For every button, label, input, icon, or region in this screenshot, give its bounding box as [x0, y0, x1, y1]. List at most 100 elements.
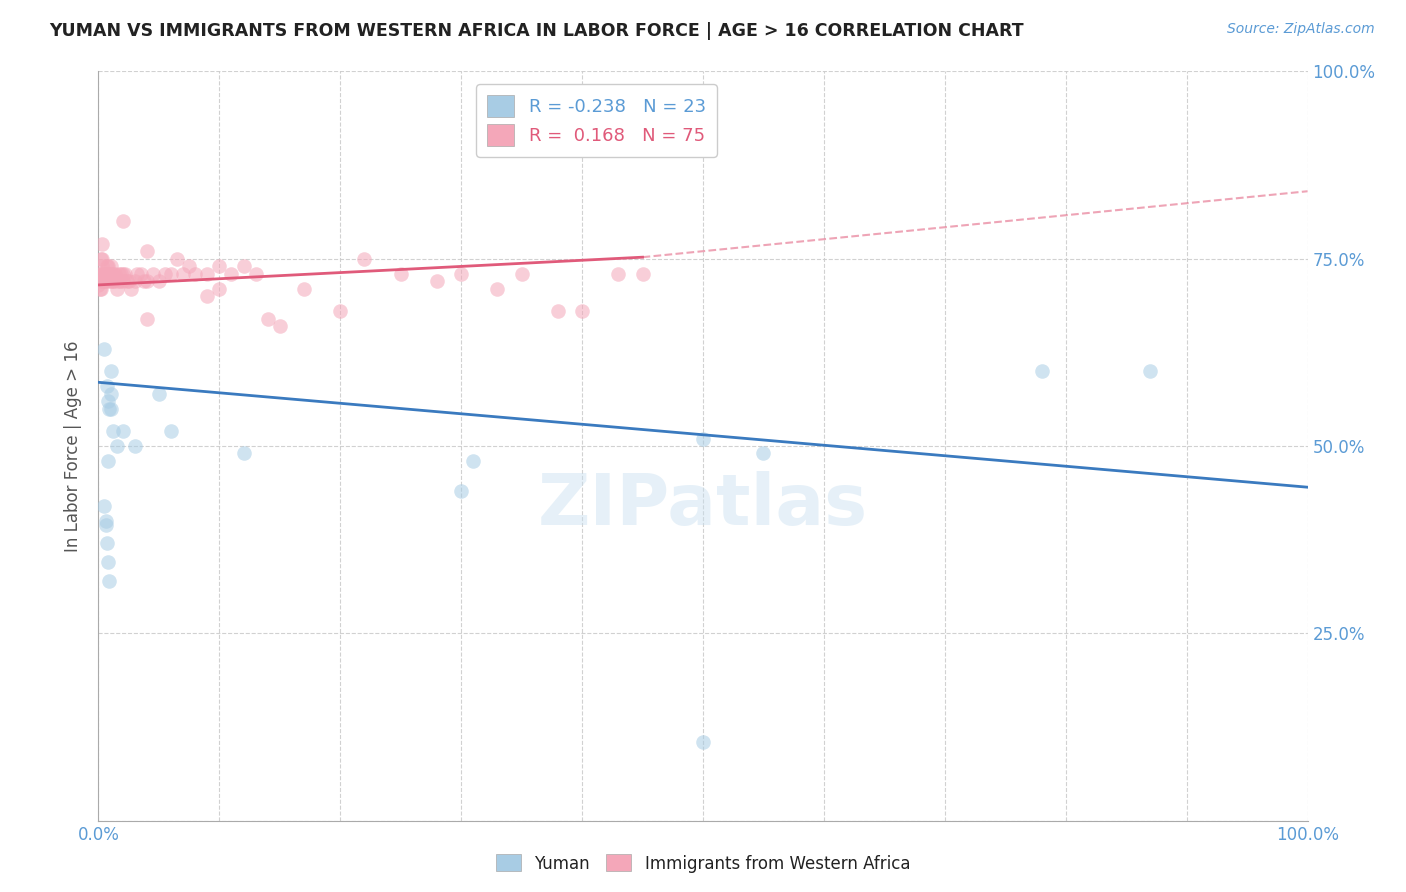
Point — [91, 236, 114, 251]
Text: ZIPatlas: ZIPatlas — [538, 472, 868, 541]
Point — [148, 274, 170, 288]
Point — [120, 282, 142, 296]
Point — [91, 267, 114, 281]
Point — [96, 259, 118, 273]
Point — [153, 267, 176, 281]
Point — [631, 267, 654, 281]
Point — [486, 282, 509, 296]
Point — [256, 311, 278, 326]
Point — [232, 259, 254, 273]
Point — [547, 304, 569, 318]
Point — [269, 319, 291, 334]
Point — [607, 267, 630, 281]
Point — [100, 401, 122, 416]
Point — [89, 282, 111, 296]
Point — [127, 267, 149, 281]
Point — [692, 432, 714, 446]
Point — [108, 267, 131, 281]
Point — [134, 274, 156, 288]
Point — [426, 274, 449, 288]
Point — [208, 282, 231, 296]
Point — [105, 439, 128, 453]
Point — [89, 267, 111, 281]
Point — [103, 274, 125, 288]
Point — [389, 267, 412, 281]
Point — [124, 274, 146, 288]
Point — [97, 454, 120, 468]
Point — [94, 274, 117, 288]
Point — [93, 267, 115, 281]
Point — [692, 735, 714, 749]
Point — [98, 274, 121, 288]
Point — [510, 267, 533, 281]
Point — [135, 274, 157, 288]
Point — [98, 401, 121, 416]
Point — [105, 282, 128, 296]
Point — [100, 364, 122, 378]
Y-axis label: In Labor Force | Age > 16: In Labor Force | Age > 16 — [65, 340, 83, 552]
Text: Source: ZipAtlas.com: Source: ZipAtlas.com — [1227, 22, 1375, 37]
Point — [107, 274, 129, 288]
Point — [101, 267, 124, 281]
Point — [94, 267, 117, 281]
Point — [104, 267, 127, 281]
Point — [100, 386, 122, 401]
Point — [96, 379, 118, 393]
Point — [111, 424, 134, 438]
Point — [142, 267, 165, 281]
Legend: R = -0.238   N = 23, R =  0.168   N = 75: R = -0.238 N = 23, R = 0.168 N = 75 — [477, 84, 717, 157]
Point — [752, 446, 775, 460]
Point — [232, 446, 254, 460]
Point — [129, 267, 152, 281]
Point — [101, 274, 124, 288]
Point — [98, 574, 121, 588]
Point — [108, 274, 131, 288]
Point — [114, 267, 136, 281]
Point — [160, 267, 183, 281]
Point — [111, 214, 134, 228]
Point — [91, 274, 114, 288]
Point — [353, 252, 375, 266]
Point — [1031, 364, 1053, 378]
Point — [463, 454, 485, 468]
Text: YUMAN VS IMMIGRANTS FROM WESTERN AFRICA IN LABOR FORCE | AGE > 16 CORRELATION CH: YUMAN VS IMMIGRANTS FROM WESTERN AFRICA … — [49, 22, 1024, 40]
Point — [110, 267, 132, 281]
Point — [98, 267, 121, 281]
Point — [124, 439, 146, 453]
Point — [101, 424, 124, 438]
Point — [166, 252, 188, 266]
Point — [94, 514, 117, 528]
Point — [245, 267, 267, 281]
Point — [97, 394, 120, 409]
Point — [97, 267, 120, 281]
Point — [148, 386, 170, 401]
Point — [118, 274, 141, 288]
Point — [117, 274, 139, 288]
Point — [90, 252, 112, 266]
Point — [160, 424, 183, 438]
Point — [100, 259, 122, 273]
Point — [292, 282, 315, 296]
Point — [450, 483, 472, 498]
Point — [329, 304, 352, 318]
Legend: Yuman, Immigrants from Western Africa: Yuman, Immigrants from Western Africa — [489, 847, 917, 880]
Point — [87, 277, 110, 292]
Point — [135, 311, 157, 326]
Point — [91, 259, 114, 273]
Point — [571, 304, 593, 318]
Point — [93, 274, 115, 288]
Point — [93, 342, 115, 356]
Point — [97, 259, 120, 273]
Point — [96, 267, 118, 281]
Point — [111, 267, 134, 281]
Point — [90, 267, 112, 281]
Point — [172, 267, 194, 281]
Point — [179, 259, 201, 273]
Point — [94, 517, 117, 532]
Point — [91, 252, 114, 266]
Point — [195, 289, 218, 303]
Point — [208, 259, 231, 273]
Point — [90, 282, 112, 296]
Point — [93, 499, 115, 513]
Point — [100, 274, 122, 288]
